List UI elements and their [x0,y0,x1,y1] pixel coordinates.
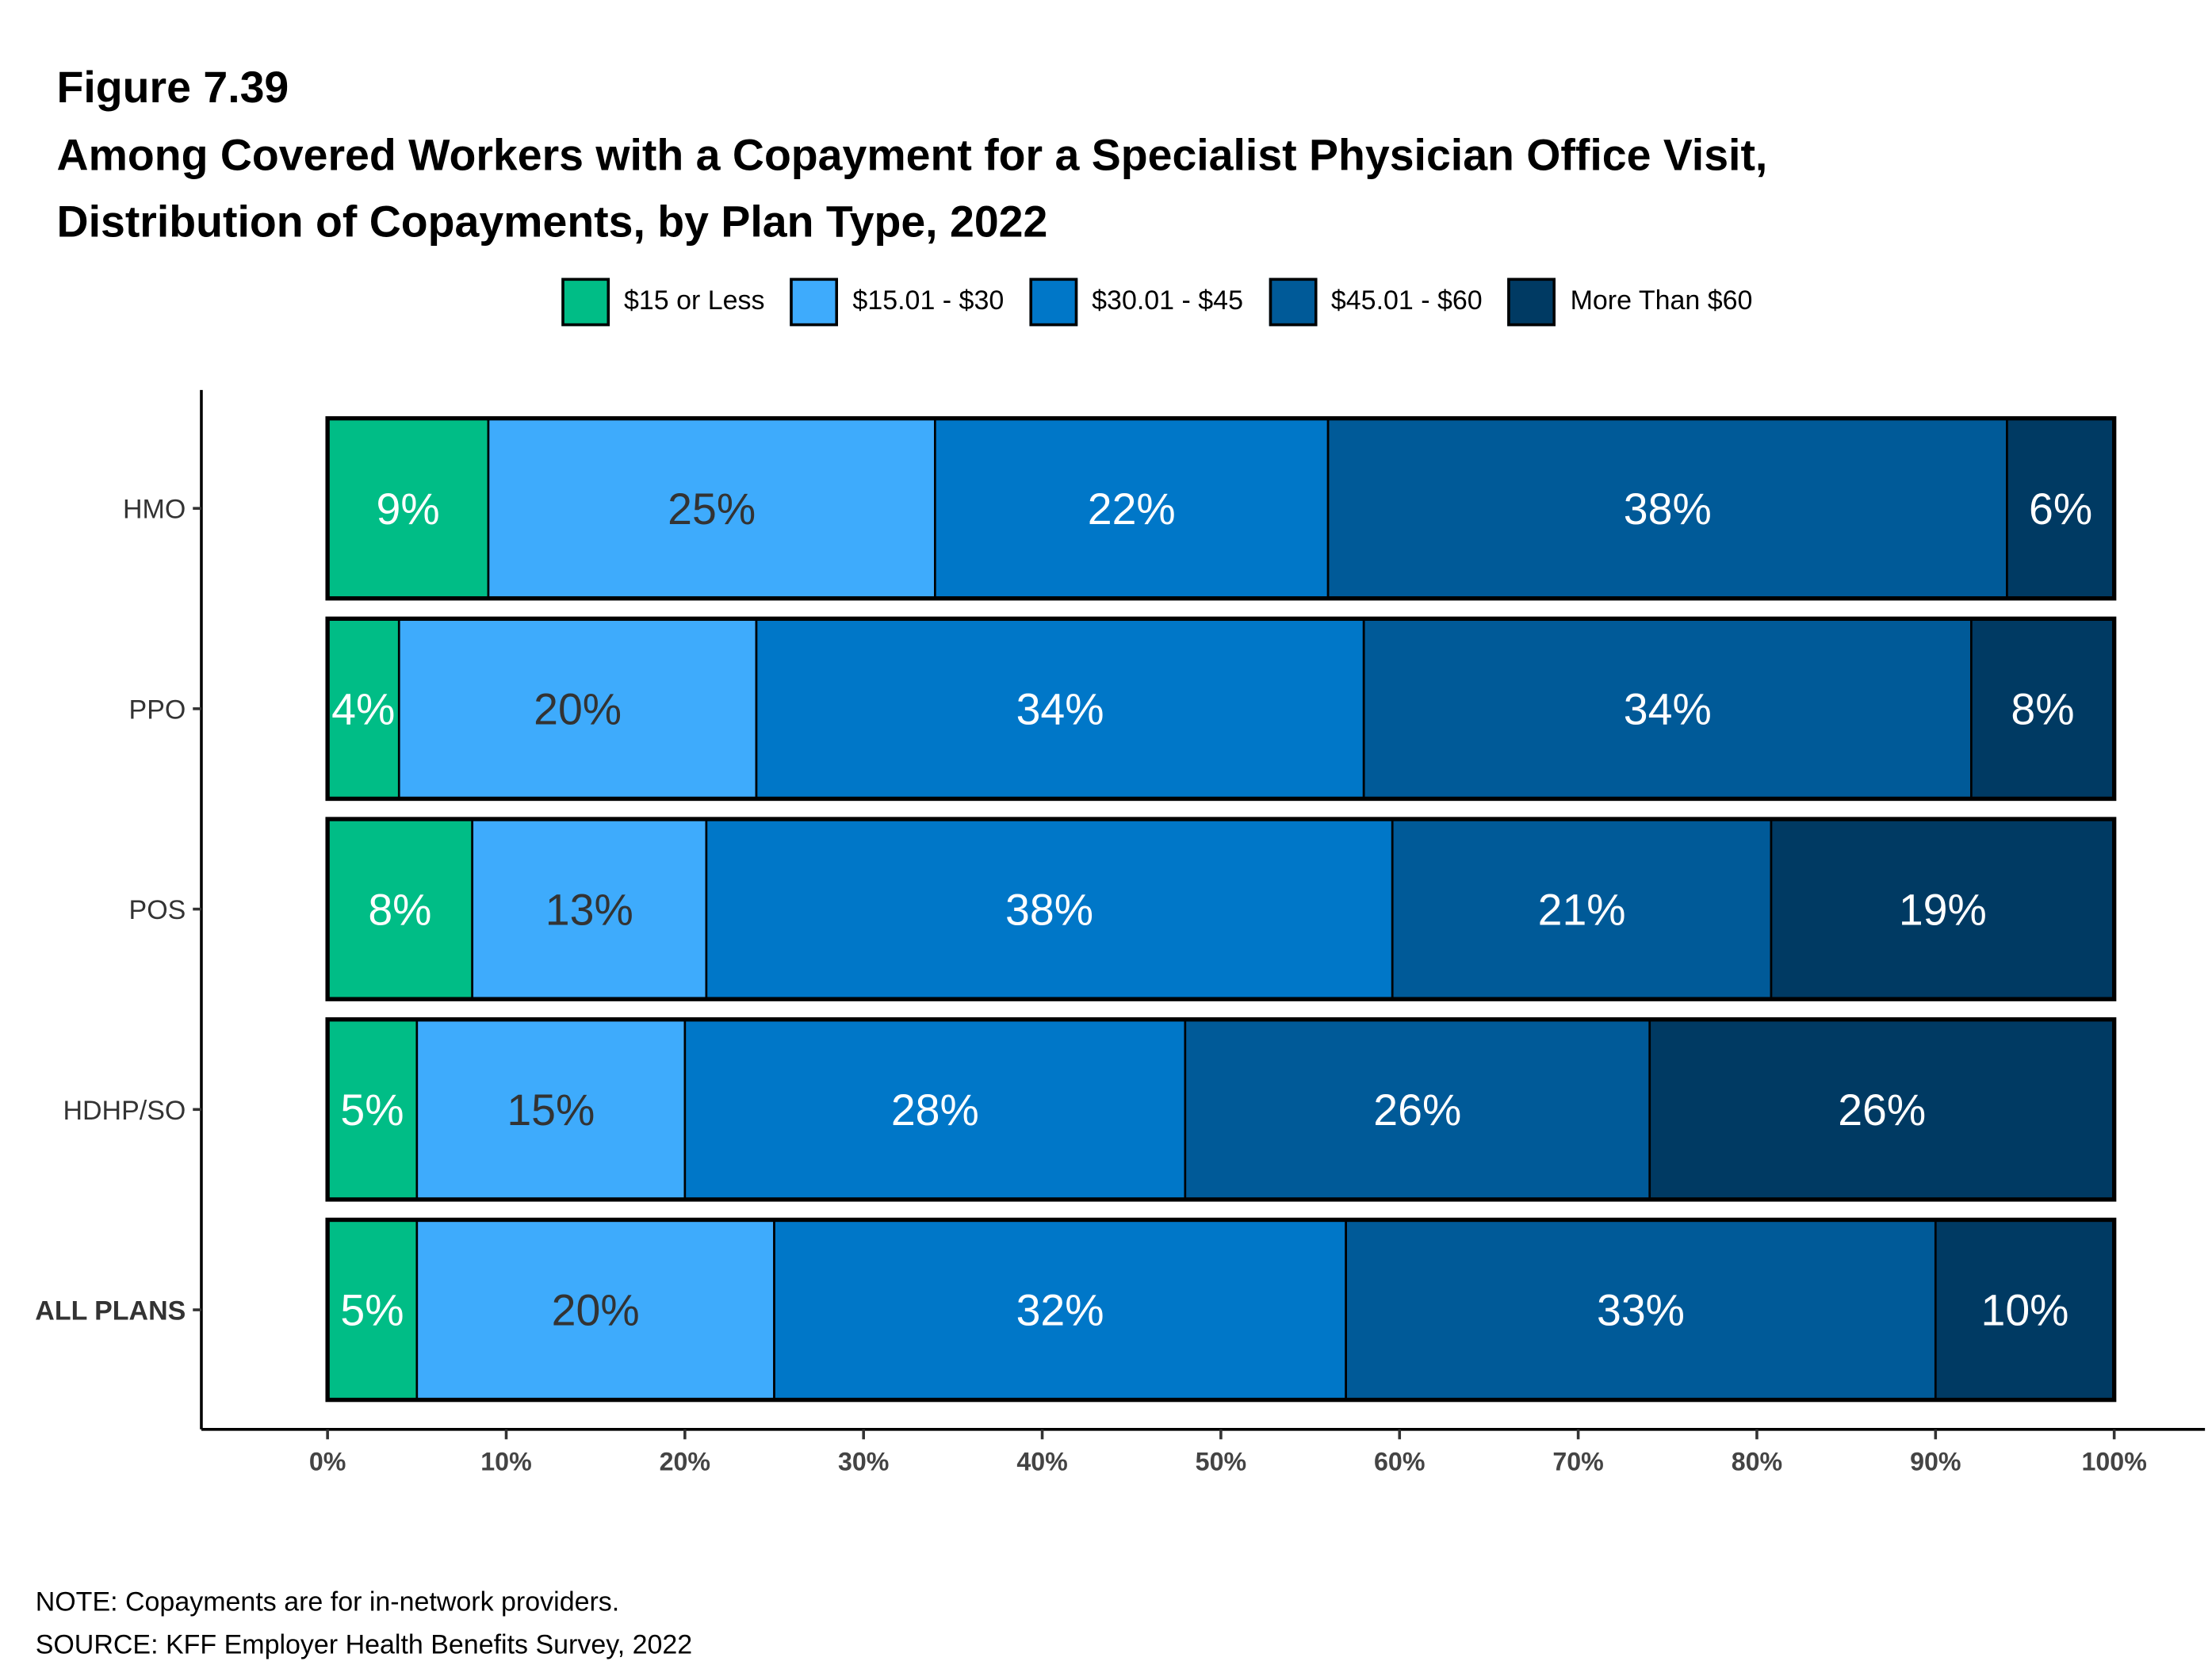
legend-label: $15 or Less [623,286,765,316]
bar-outline [325,817,2117,1001]
legend-label: $30.01 - $45 [1092,286,1243,316]
bar-outline [325,415,2117,601]
data-label: 25% [668,484,756,534]
data-label: 15% [507,1085,595,1135]
bar-segment [326,817,474,1001]
legend-label: $15.01 - $30 [852,286,1005,316]
legend-swatch [790,278,839,327]
data-label: 5% [340,1085,404,1135]
source-text: SOURCE: KFF Employer Health Benefits Sur… [35,1630,693,1661]
data-label: 38% [1005,885,1093,934]
legend-label: $45.01 - $60 [1330,286,1483,316]
data-label: 21% [1538,885,1626,934]
bar-outline [325,1217,2117,1403]
bar-segment [1326,417,2008,600]
x-tick-label: 0% [309,1448,346,1476]
legend-swatch [1029,278,1078,327]
data-label: 5% [340,1286,404,1335]
bar-segment [755,617,1365,800]
data-label: 38% [1624,484,1712,534]
legend-item: $15 or Less [561,278,765,327]
bar-segment [1970,617,2115,800]
data-label: 26% [1373,1085,1461,1135]
bar-segment [1391,817,1773,1001]
bar-outline [325,616,2117,802]
legend-swatch [1269,278,1317,327]
y-tick-label: ALL PLANS [35,1296,186,1326]
legend-item: $15.01 - $30 [790,278,1005,327]
x-tick-label: 70% [1552,1448,1603,1476]
data-label: 34% [1016,685,1104,734]
data-label: 8% [368,885,431,934]
data-label: 4% [331,685,395,734]
bar-segment [1362,617,1973,800]
data-label: 8% [2011,685,2074,734]
bar-segment [2006,417,2115,600]
legend-swatch [1507,278,1556,327]
bar-segment [471,817,708,1001]
y-tick-label: POS [129,895,186,925]
bar-segment [773,1219,1347,1401]
x-tick-label: 100% [2081,1448,2146,1476]
legend-item: $30.01 - $45 [1029,278,1243,327]
x-tick-label: 20% [660,1448,710,1476]
data-label: 22% [1088,484,1176,534]
chart-title-line1: Among Covered Workers with a Copayment f… [56,130,1768,181]
x-tick-label: 80% [1732,1448,1782,1476]
data-label: 28% [891,1085,979,1135]
bar-segment [326,417,490,600]
bar-segment [1184,1018,1651,1201]
data-label: 26% [1838,1085,1926,1135]
x-tick-label: 10% [480,1448,531,1476]
bar-segment [326,617,400,800]
data-label: 20% [534,685,622,734]
bar-segment [1770,817,2115,1001]
data-label: 13% [545,885,633,934]
data-label: 20% [552,1286,640,1335]
data-label: 19% [1899,885,1987,934]
legend: $15 or Less $15.01 - $30 $30.01 - $45 $4… [561,278,1778,327]
data-label: 6% [2029,484,2092,534]
legend-item: $45.01 - $60 [1269,278,1483,327]
bar-segment [397,617,758,800]
bar-segment [415,1018,687,1201]
bar-segment [1345,1219,1937,1401]
bar-segment [415,1219,775,1401]
y-tick-label: PPO [129,695,186,725]
bar-segment [705,817,1394,1001]
x-tick-label: 50% [1196,1448,1246,1476]
data-label: 10% [1980,1286,2068,1335]
data-label: 9% [376,484,439,534]
bar-outline [325,1017,2117,1202]
note-text: NOTE: Copayments are for in-network prov… [35,1588,620,1618]
x-tick-label: 90% [1910,1448,1961,1476]
figure-number: Figure 7.39 [56,62,289,113]
data-label: 32% [1016,1286,1104,1335]
x-tick-label: 40% [1016,1448,1067,1476]
legend-label: More Than $60 [1570,286,1753,316]
chart-title-line2: Distribution of Copayments, by Plan Type… [56,197,1048,247]
legend-swatch [561,278,610,327]
x-tick-label: 60% [1374,1448,1425,1476]
data-label: 33% [1597,1286,1685,1335]
legend-item: More Than $60 [1507,278,1753,327]
data-label: 34% [1624,685,1712,734]
y-tick-label: HDHP/SO [63,1096,186,1126]
x-tick-label: 30% [838,1448,889,1476]
bar-segment [487,417,936,600]
y-tick-label: HMO [123,495,186,525]
